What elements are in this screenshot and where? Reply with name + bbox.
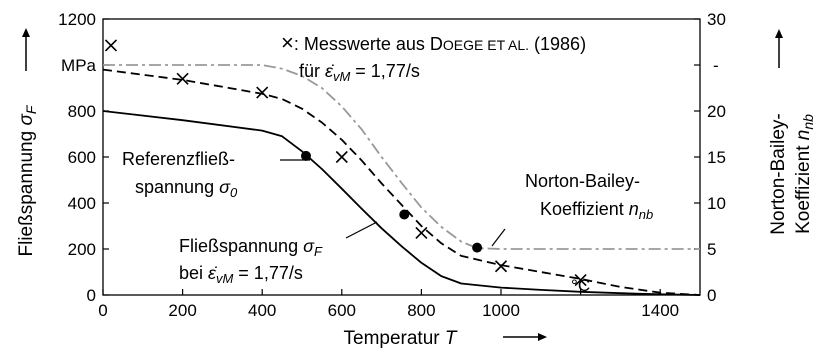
y-right-tick-label: 20 xyxy=(707,102,726,121)
y-right-axis-arrow-head xyxy=(775,29,783,38)
annotation-ref-line2: spannung σ0 xyxy=(135,177,238,200)
y-right-unit-label: - xyxy=(713,56,719,75)
y-left-tick-label: 600 xyxy=(68,148,96,167)
y-right-tick-label: 0 xyxy=(707,286,716,305)
x-axis-arrow-head xyxy=(538,333,547,341)
series-line-2 xyxy=(103,64,700,250)
highlight-point xyxy=(300,150,311,161)
highlight-point xyxy=(399,209,410,220)
annotation-nb-line1: Norton-Bailey- xyxy=(525,171,640,191)
y-right-axis-label-group: Norton-Bailey- Koeffizient nnb xyxy=(768,29,816,235)
highlight-point xyxy=(472,242,483,253)
y-left-axis-arrow-head xyxy=(22,28,30,37)
measurement-marker xyxy=(574,273,587,287)
annotation-flow-line2: bei ε̇vM = 1,77/s xyxy=(179,263,303,286)
y-left-axis-label: Fließspannung σF xyxy=(16,104,39,256)
measurement-marker xyxy=(415,226,428,239)
y-right-axis-label-line2: Koeffizient nnb xyxy=(793,114,816,234)
series-line-1 xyxy=(102,68,701,296)
y-left-unit-label: MPa xyxy=(61,56,97,75)
y-left-tick-label: 400 xyxy=(68,194,96,213)
y-right-axis-label-line1: Norton-Bailey- xyxy=(768,113,789,234)
x-tick-label: 800 xyxy=(407,301,435,320)
x-tick-label: 200 xyxy=(168,301,196,320)
y-right-tick-label: 5 xyxy=(707,240,716,259)
annotation-nb-leader xyxy=(491,228,506,247)
y-left-tick-label: 800 xyxy=(68,102,96,121)
y-right-tick-label: 10 xyxy=(707,194,726,213)
legend-line-2: für ε̇vM = 1,77/s xyxy=(299,61,420,84)
x-tick-label: 1400 xyxy=(641,301,679,320)
annotation-flow-line1: Fließspannung σF xyxy=(179,236,323,259)
axis-label-layer: Temperatur T Fließspannung σF Norton-Baile… xyxy=(16,28,816,349)
x-tick-label: 600 xyxy=(328,301,356,320)
series-layer xyxy=(102,64,701,296)
y-left-tick-label: 0 xyxy=(87,286,96,305)
x-tick-label: 400 xyxy=(248,301,276,320)
y-right-tick-label: 30 xyxy=(707,10,726,29)
x-tick-label: 0 xyxy=(98,301,107,320)
measurement-marker xyxy=(176,72,189,85)
legend-line-1: ×: Messwerte aus DOEGE ET AL. (1986) xyxy=(281,30,586,55)
marker-layer xyxy=(104,39,587,287)
measurement-marker xyxy=(335,150,348,164)
y-left-tick-label: 200 xyxy=(68,240,96,259)
y-left-tick-label: 1200 xyxy=(58,10,96,29)
measurement-marker xyxy=(494,260,508,273)
annotation-layer: ×: Messwerte aus DOEGE ET AL. (1986) für … xyxy=(122,30,653,286)
measurement-marker xyxy=(256,86,269,99)
y-right-tick-label: 15 xyxy=(707,148,726,167)
y-left-axis-label-group: Fließspannung σF xyxy=(16,28,39,257)
x-axis-label: Temperatur T xyxy=(344,328,458,349)
series-line-0 xyxy=(102,110,701,296)
measurement-marker xyxy=(104,39,118,52)
x-tick-label: 1000 xyxy=(482,301,520,320)
tick-labels: 0 200 400 600 800 1000 1400°C02004006008001200… xyxy=(58,10,726,320)
annotation-ref-line1: Referenzfließ- xyxy=(122,149,235,169)
annotation-nb-line2: Koeffizient nnb xyxy=(540,199,653,222)
annotation-flow-leader xyxy=(345,221,378,239)
